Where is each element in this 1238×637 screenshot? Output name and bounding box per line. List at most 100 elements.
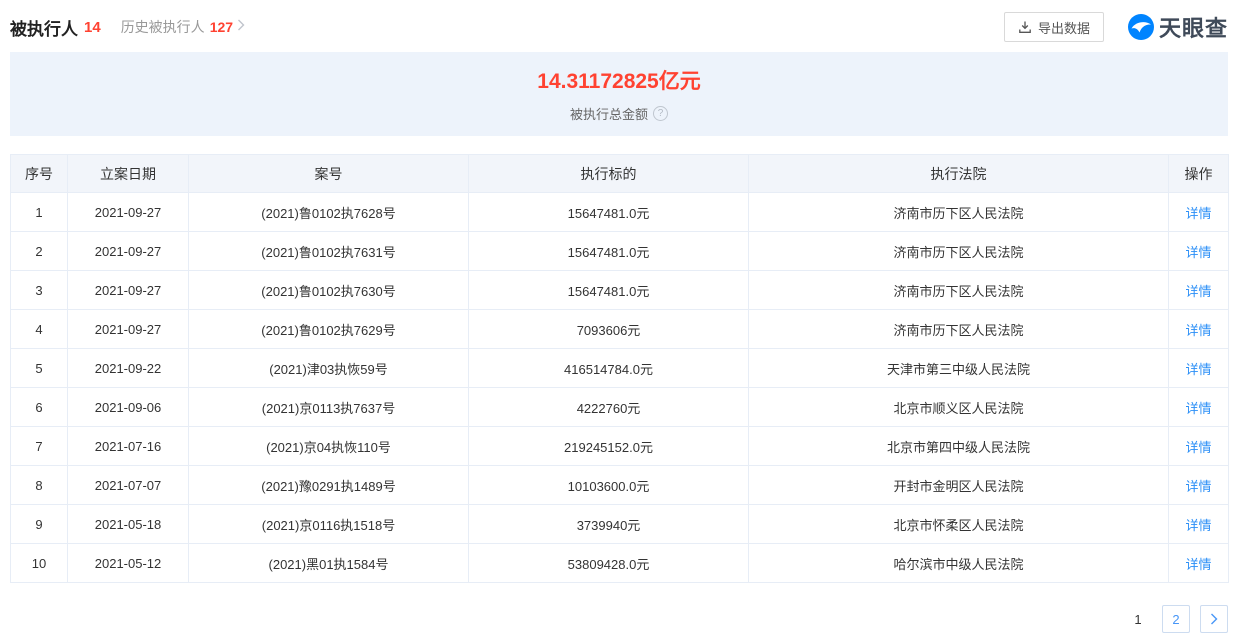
table-row: 1 2021-09-27 (2021)鲁0102执7628号 15647481.… (10, 192, 1229, 232)
cell-case: (2021)京04执恢110号 (188, 426, 469, 466)
cell-target: 7093606元 (468, 309, 749, 349)
cell-case: (2021)京0113执7637号 (188, 387, 469, 427)
cell-seq: 9 (10, 504, 68, 544)
column-header-date: 立案日期 (67, 154, 189, 193)
title-count-badge: 14 (84, 18, 101, 36)
history-link-label: 历史被执行人 (120, 19, 205, 35)
pagination-page-2[interactable]: 2 (1162, 605, 1190, 633)
table-row: 3 2021-09-27 (2021)鲁0102执7630号 15647481.… (10, 270, 1229, 310)
detail-link[interactable]: 详情 (1185, 283, 1212, 299)
brand-logo-text: 天眼查 (1158, 16, 1228, 41)
table-row: 7 2021-07-16 (2021)京04执恢110号 219245152.0… (10, 426, 1229, 466)
table-row: 6 2021-09-06 (2021)京0113执7637号 4222760元 … (10, 387, 1229, 427)
cell-case: (2021)京0116执1518号 (188, 504, 469, 544)
chevron-right-icon (237, 18, 245, 36)
total-amount-value: 14.31172825亿元 (537, 70, 701, 93)
cell-court: 北京市第四中级人民法院 (748, 426, 1169, 466)
cell-target: 15647481.0元 (468, 231, 749, 271)
cell-case: (2021)黑01执1584号 (188, 543, 469, 583)
panel-header: 被执行人 14 历史被执行人 127 导出数据 (10, 12, 1228, 42)
history-link[interactable]: 历史被执行人 127 (121, 17, 245, 37)
cell-target: 15647481.0元 (468, 270, 749, 310)
tianyancha-eye-icon (1127, 14, 1154, 40)
cell-court: 北京市怀柔区人民法院 (748, 504, 1169, 544)
history-count-badge: 127 (209, 19, 234, 35)
detail-link[interactable]: 详情 (1185, 439, 1212, 455)
table-header-row: 序号 立案日期 案号 执行标的 执行法院 操作 (10, 154, 1229, 193)
cell-seq: 5 (10, 348, 68, 388)
table-row: 5 2021-09-22 (2021)津03执恢59号 416514784.0元… (10, 348, 1229, 388)
table-row: 9 2021-05-18 (2021)京0116执1518号 3739940元 … (10, 504, 1229, 544)
cell-case: (2021)鲁0102执7629号 (188, 309, 469, 349)
cell-seq: 7 (10, 426, 68, 466)
cell-date: 2021-09-27 (67, 270, 189, 310)
cell-case: (2021)鲁0102执7630号 (188, 270, 469, 310)
pagination-next-button[interactable] (1200, 605, 1228, 633)
brand-logo: 天眼查 (1127, 11, 1228, 43)
cell-seq: 6 (10, 387, 68, 427)
cell-case: (2021)鲁0102执7628号 (188, 192, 469, 232)
enforcement-table: 序号 立案日期 案号 执行标的 执行法院 操作 1 2021-09-27 (20… (10, 154, 1229, 583)
cell-case: (2021)鲁0102执7631号 (188, 231, 469, 271)
cell-target: 53809428.0元 (468, 543, 749, 583)
cell-target: 10103600.0元 (468, 465, 749, 505)
cell-date: 2021-07-07 (67, 465, 189, 505)
page-title: 被执行人 (10, 19, 78, 39)
subject-to-enforcement-panel: 被执行人 14 历史被执行人 127 导出数据 (0, 12, 1238, 633)
cell-target: 416514784.0元 (468, 348, 749, 388)
pagination-page-1[interactable]: 1 (1134, 611, 1142, 627)
cell-date: 2021-09-27 (67, 231, 189, 271)
detail-link[interactable]: 详情 (1185, 322, 1212, 338)
cell-seq: 8 (10, 465, 68, 505)
cell-court: 北京市顺义区人民法院 (748, 387, 1169, 427)
total-amount-banner: 14.31172825亿元 被执行总金额 ? (10, 52, 1228, 136)
help-question-icon[interactable]: ? (653, 106, 668, 121)
cell-seq: 3 (10, 270, 68, 310)
table-row: 2 2021-09-27 (2021)鲁0102执7631号 15647481.… (10, 231, 1229, 271)
cell-date: 2021-09-22 (67, 348, 189, 388)
cell-target: 4222760元 (468, 387, 749, 427)
cell-seq: 4 (10, 309, 68, 349)
cell-seq: 2 (10, 231, 68, 271)
column-header-action: 操作 (1168, 154, 1229, 193)
detail-link[interactable]: 详情 (1185, 205, 1212, 221)
cell-court: 济南市历下区人民法院 (748, 231, 1169, 271)
export-button-label: 导出数据 (1037, 20, 1090, 36)
pagination: 1 2 (10, 605, 1228, 633)
cell-target: 219245152.0元 (468, 426, 749, 466)
cell-court: 哈尔滨市中级人民法院 (748, 543, 1169, 583)
export-data-button[interactable]: 导出数据 (1003, 12, 1104, 42)
detail-link[interactable]: 详情 (1185, 400, 1212, 416)
detail-link[interactable]: 详情 (1185, 361, 1212, 377)
cell-date: 2021-05-18 (67, 504, 189, 544)
download-icon (1019, 21, 1031, 33)
column-header-court: 执行法院 (748, 154, 1169, 193)
cell-case: (2021)津03执恢59号 (188, 348, 469, 388)
cell-seq: 1 (10, 192, 68, 232)
cell-case: (2021)豫0291执1489号 (188, 465, 469, 505)
detail-link[interactable]: 详情 (1185, 517, 1212, 533)
table-row: 4 2021-09-27 (2021)鲁0102执7629号 7093606元 … (10, 309, 1229, 349)
cell-date: 2021-05-12 (67, 543, 189, 583)
cell-court: 济南市历下区人民法院 (748, 270, 1169, 310)
cell-court: 济南市历下区人民法院 (748, 309, 1169, 349)
cell-court: 济南市历下区人民法院 (748, 192, 1169, 232)
table-body: 1 2021-09-27 (2021)鲁0102执7628号 15647481.… (10, 192, 1229, 583)
cell-court: 开封市金明区人民法院 (748, 465, 1169, 505)
cell-date: 2021-07-16 (67, 426, 189, 466)
cell-target: 3739940元 (468, 504, 749, 544)
cell-date: 2021-09-06 (67, 387, 189, 427)
column-header-target: 执行标的 (468, 154, 749, 193)
detail-link[interactable]: 详情 (1185, 556, 1212, 572)
detail-link[interactable]: 详情 (1185, 244, 1212, 260)
cell-court: 天津市第三中级人民法院 (748, 348, 1169, 388)
table-row: 8 2021-07-07 (2021)豫0291执1489号 10103600.… (10, 465, 1229, 505)
table-row: 10 2021-05-12 (2021)黑01执1584号 53809428.0… (10, 543, 1229, 583)
cell-date: 2021-09-27 (67, 192, 189, 232)
cell-date: 2021-09-27 (67, 309, 189, 349)
detail-link[interactable]: 详情 (1185, 478, 1212, 494)
column-header-seq: 序号 (10, 154, 68, 193)
cell-seq: 10 (10, 543, 68, 583)
cell-target: 15647481.0元 (468, 192, 749, 232)
total-amount-label: 被执行总金额 (569, 107, 648, 122)
